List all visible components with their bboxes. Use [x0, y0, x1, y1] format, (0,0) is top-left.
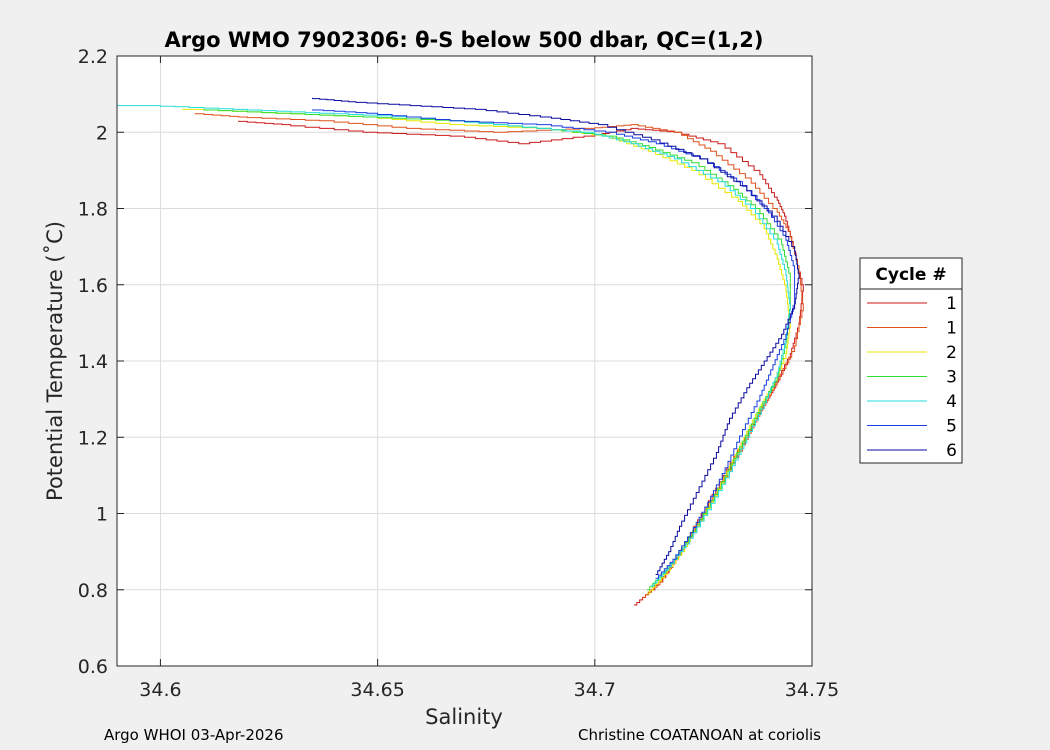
legend-entries: 1 1 2 3 4 5 6 [867, 294, 957, 461]
legend-label: 4 [946, 392, 957, 412]
footer-left: Argo WHOI 03-Apr-2026 [104, 726, 284, 744]
y-tick-label: 0.8 [78, 580, 108, 602]
y-tick-label: 0.6 [78, 656, 108, 678]
legend-label: 6 [946, 441, 957, 461]
y-tick-label: 1.2 [78, 427, 108, 449]
chart-title: Argo WMO 7902306: θ-S below 500 dbar, QC… [165, 28, 764, 52]
legend-title-box [859, 257, 963, 290]
footer-right: Christine COATANOAN at coriolis [578, 726, 821, 744]
series-line-2 [182, 108, 791, 595]
legend: Cycle # 1 1 2 3 4 5 6 [859, 257, 963, 464]
x-tick-label: 34.65 [350, 679, 404, 701]
y-tick-label: 2.2 [78, 46, 108, 68]
series-line-6 [312, 97, 800, 575]
legend-label: 3 [946, 368, 957, 388]
y-tick-label: 1.6 [78, 275, 108, 297]
grid-lines [117, 55, 813, 667]
legend-label: 1 [946, 294, 957, 314]
series-line-5 [312, 109, 796, 579]
y-tick-label: 1 [96, 504, 108, 526]
y-tick-label: 1.8 [78, 199, 108, 221]
series-layer [117, 97, 804, 606]
x-tick-label: 34.7 [574, 679, 616, 701]
y-tick-label: 1.4 [78, 351, 108, 373]
x-axis-label: Salinity [425, 705, 503, 729]
legend-title: Cycle # [875, 265, 946, 285]
axis-ticks: 34.6 34.65 34.7 34.75 0.6 0.8 1 1.2 1.4 1.6 1.8 2 2.… [78, 46, 839, 701]
x-tick-label: 34.6 [139, 679, 181, 701]
legend-label: 2 [946, 343, 957, 363]
y-axis-label: Potential Temperature (˚C) [43, 221, 67, 501]
x-tick-label: 34.75 [785, 679, 839, 701]
legend-label: 1 [946, 319, 957, 339]
legend-label: 5 [946, 417, 957, 437]
y-tick-label: 2 [96, 122, 108, 144]
